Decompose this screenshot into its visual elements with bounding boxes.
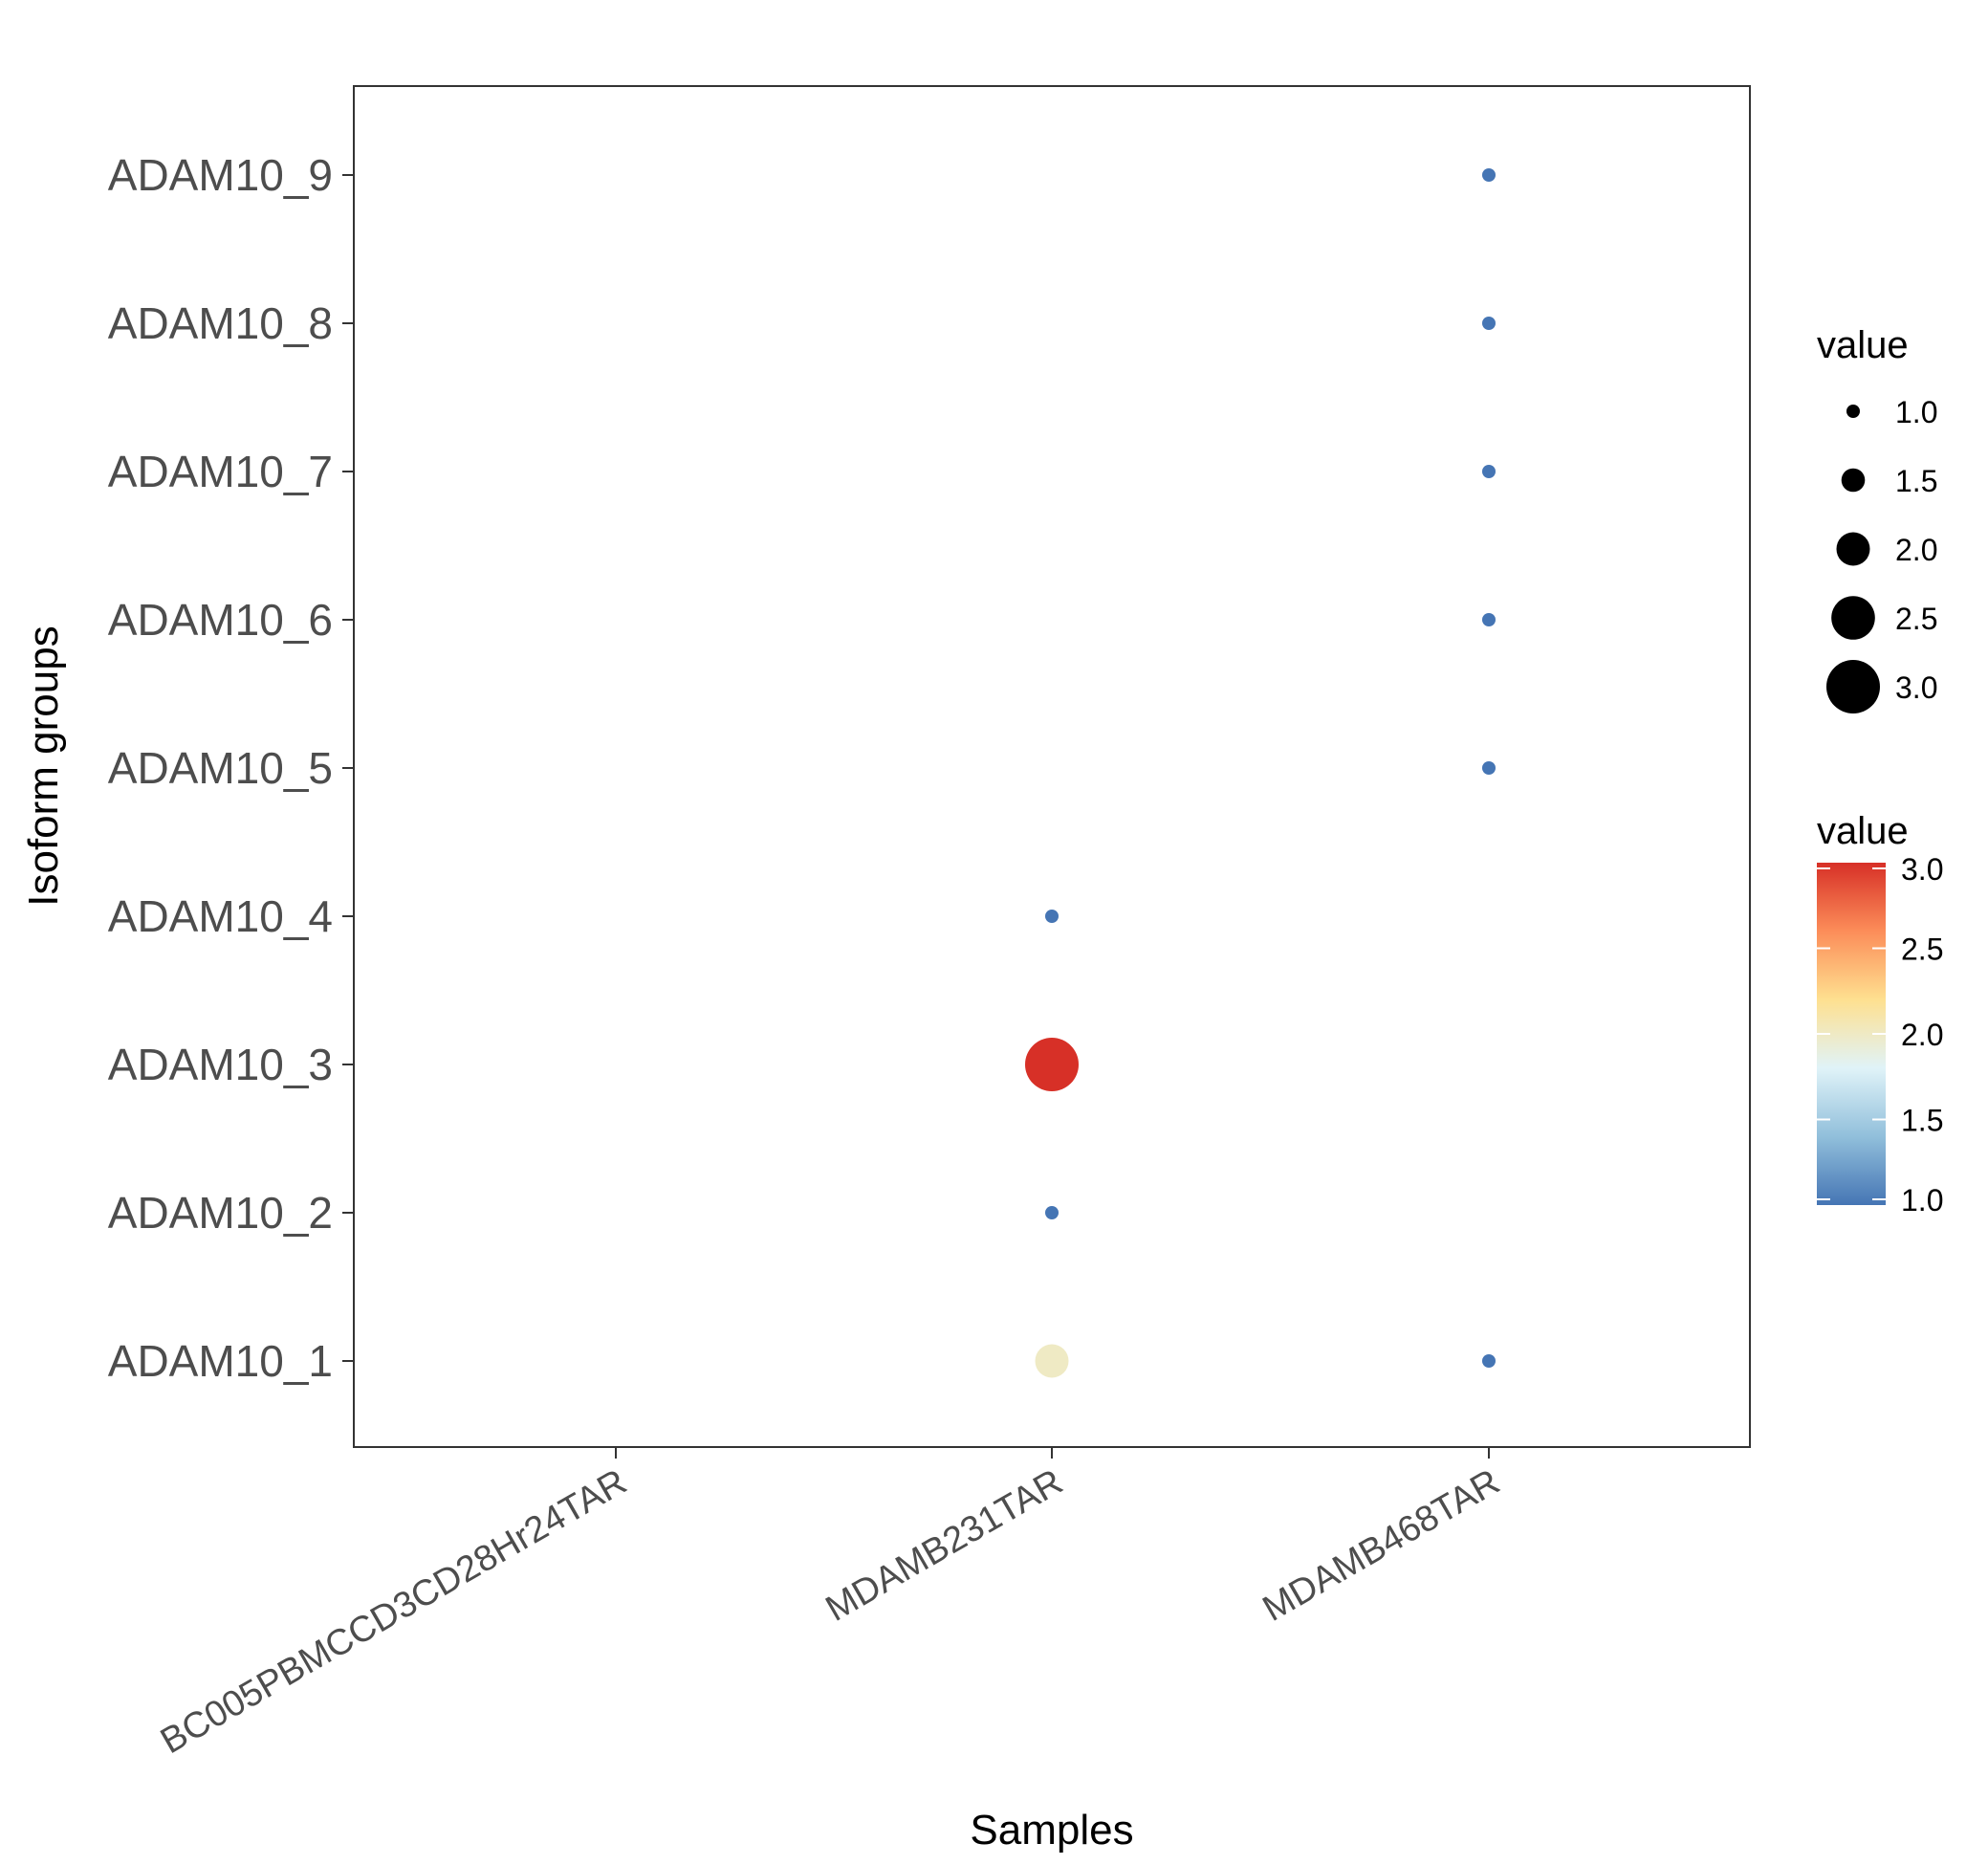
size-legend-label: 2.0 bbox=[1895, 533, 1937, 567]
size-legend: value 1.0 1.5 2.0 2.5 3.0 bbox=[1817, 324, 1937, 713]
data-point bbox=[1482, 761, 1496, 775]
x-tick-label: MDAMB231TAR bbox=[819, 1461, 1070, 1629]
size-legend-title: value bbox=[1817, 324, 1909, 366]
size-legend-label: 1.0 bbox=[1895, 395, 1937, 429]
x-axis: BC005PBMCCD3CD28Hr24TAR MDAMB231TAR MDAMB4… bbox=[154, 1447, 1507, 1762]
size-legend-key bbox=[1831, 596, 1875, 640]
y-axis: ADAM10_1 ADAM10_2 ADAM10_3 ADAM10_4 ADAM10_5… bbox=[108, 150, 354, 1386]
data-point bbox=[1482, 317, 1496, 330]
size-legend-label: 2.5 bbox=[1895, 602, 1937, 636]
color-legend-title: value bbox=[1817, 810, 1909, 852]
data-points bbox=[1025, 168, 1496, 1378]
y-tick-label: ADAM10_6 bbox=[108, 595, 333, 645]
color-legend: value 1.0 1.5 2.0 2.5 3.0 bbox=[1817, 810, 1943, 1218]
size-legend-key bbox=[1826, 660, 1880, 713]
x-axis-title: Samples bbox=[970, 1807, 1133, 1854]
x-tick-label: MDAMB468TAR bbox=[1256, 1461, 1507, 1629]
color-legend-label: 2.5 bbox=[1901, 932, 1943, 967]
size-legend-label: 3.0 bbox=[1895, 670, 1937, 705]
color-legend-label: 1.5 bbox=[1901, 1104, 1943, 1138]
data-point bbox=[1025, 1038, 1079, 1091]
y-tick-label: ADAM10_2 bbox=[108, 1188, 333, 1238]
y-axis-title: Isoform groups bbox=[20, 625, 67, 906]
y-tick-label: ADAM10_5 bbox=[108, 743, 333, 793]
data-point bbox=[1045, 910, 1059, 923]
y-tick-label: ADAM10_7 bbox=[108, 447, 333, 496]
size-legend-key bbox=[1836, 532, 1870, 566]
y-tick-label: ADAM10_8 bbox=[108, 298, 333, 348]
y-tick-label: ADAM10_4 bbox=[108, 891, 333, 941]
size-legend-key bbox=[1841, 468, 1866, 493]
data-point bbox=[1482, 168, 1496, 182]
data-point bbox=[1045, 1206, 1059, 1219]
size-legend-key bbox=[1846, 405, 1860, 418]
data-point bbox=[1035, 1344, 1069, 1378]
y-tick-label: ADAM10_9 bbox=[108, 150, 333, 200]
color-legend-label: 3.0 bbox=[1901, 852, 1943, 887]
color-legend-label: 2.0 bbox=[1901, 1018, 1943, 1052]
data-point bbox=[1482, 1354, 1496, 1368]
x-tick-label: BC005PBMCCD3CD28Hr24TAR bbox=[154, 1461, 633, 1762]
data-point bbox=[1482, 465, 1496, 478]
size-legend-label: 1.5 bbox=[1895, 464, 1937, 498]
plot-panel bbox=[353, 85, 1751, 1448]
data-point bbox=[1482, 613, 1496, 626]
color-legend-label: 1.0 bbox=[1901, 1183, 1943, 1218]
y-tick-label: ADAM10_1 bbox=[108, 1336, 333, 1386]
y-tick-label: ADAM10_3 bbox=[108, 1040, 333, 1089]
